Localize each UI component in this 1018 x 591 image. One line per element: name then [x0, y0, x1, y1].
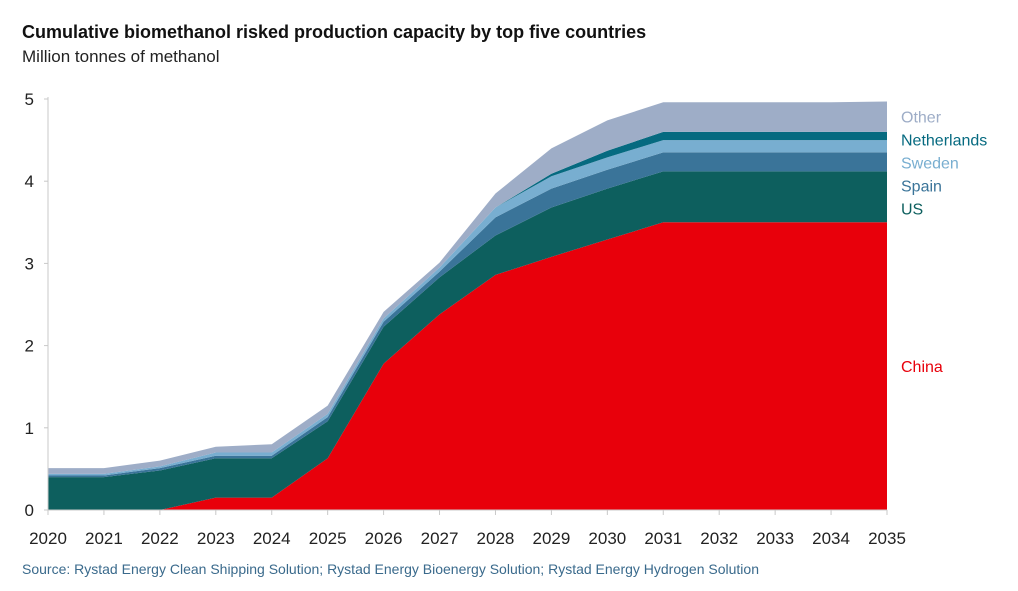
- x-tick-label: 2020: [29, 529, 67, 548]
- x-tick-label: 2032: [700, 529, 738, 548]
- chart-title: Cumulative biomethanol risked production…: [22, 22, 647, 42]
- x-tick-label: 2028: [477, 529, 515, 548]
- x-tick-label: 2031: [644, 529, 682, 548]
- y-tick-label: 5: [25, 90, 34, 109]
- x-tick-label: 2022: [141, 529, 179, 548]
- legend-label-china: China: [901, 359, 943, 376]
- x-tick-label: 2024: [253, 529, 291, 548]
- chart-subtitle: Million tonnes of methanol: [22, 47, 220, 66]
- area-layers: [48, 101, 887, 511]
- y-tick-label: 1: [25, 419, 34, 438]
- x-tick-label: 2026: [365, 529, 403, 548]
- stacked-area-chart: 0 1 2 3 4 5 2020 2021 2022 2023 2024 2025 2026 2027 20…: [25, 90, 988, 548]
- legend: China US Spain Sweden Netherlands Other: [901, 110, 987, 376]
- legend-label-us: US: [901, 202, 923, 219]
- x-tick-label: 2025: [309, 529, 347, 548]
- legend-label-sweden: Sweden: [901, 156, 959, 173]
- x-tick-label: 2030: [588, 529, 626, 548]
- legend-label-spain: Spain: [901, 179, 942, 196]
- source-note: Source: Rystad Energy Clean Shipping Sol…: [22, 561, 759, 577]
- y-tick-label: 4: [25, 172, 34, 191]
- area-us: [48, 171, 887, 510]
- x-tick-label: 2033: [756, 529, 794, 548]
- y-tick-label: 0: [25, 501, 34, 520]
- y-tick-label: 2: [25, 337, 34, 356]
- x-tick-label: 2021: [85, 529, 123, 548]
- x-tick-label: 2029: [532, 529, 570, 548]
- x-tick-label: 2035: [868, 529, 906, 548]
- axes: 0 1 2 3 4 5 2020 2021 2022 2023 2024 2025 2026 2027 20…: [25, 90, 906, 548]
- legend-label-other: Other: [901, 110, 942, 127]
- y-tick-label: 3: [25, 254, 34, 273]
- x-tick-label: 2023: [197, 529, 235, 548]
- x-tick-label: 2027: [421, 529, 459, 548]
- area-china: [48, 222, 887, 511]
- x-tick-label: 2034: [812, 529, 850, 548]
- legend-label-netherlands: Netherlands: [901, 133, 987, 150]
